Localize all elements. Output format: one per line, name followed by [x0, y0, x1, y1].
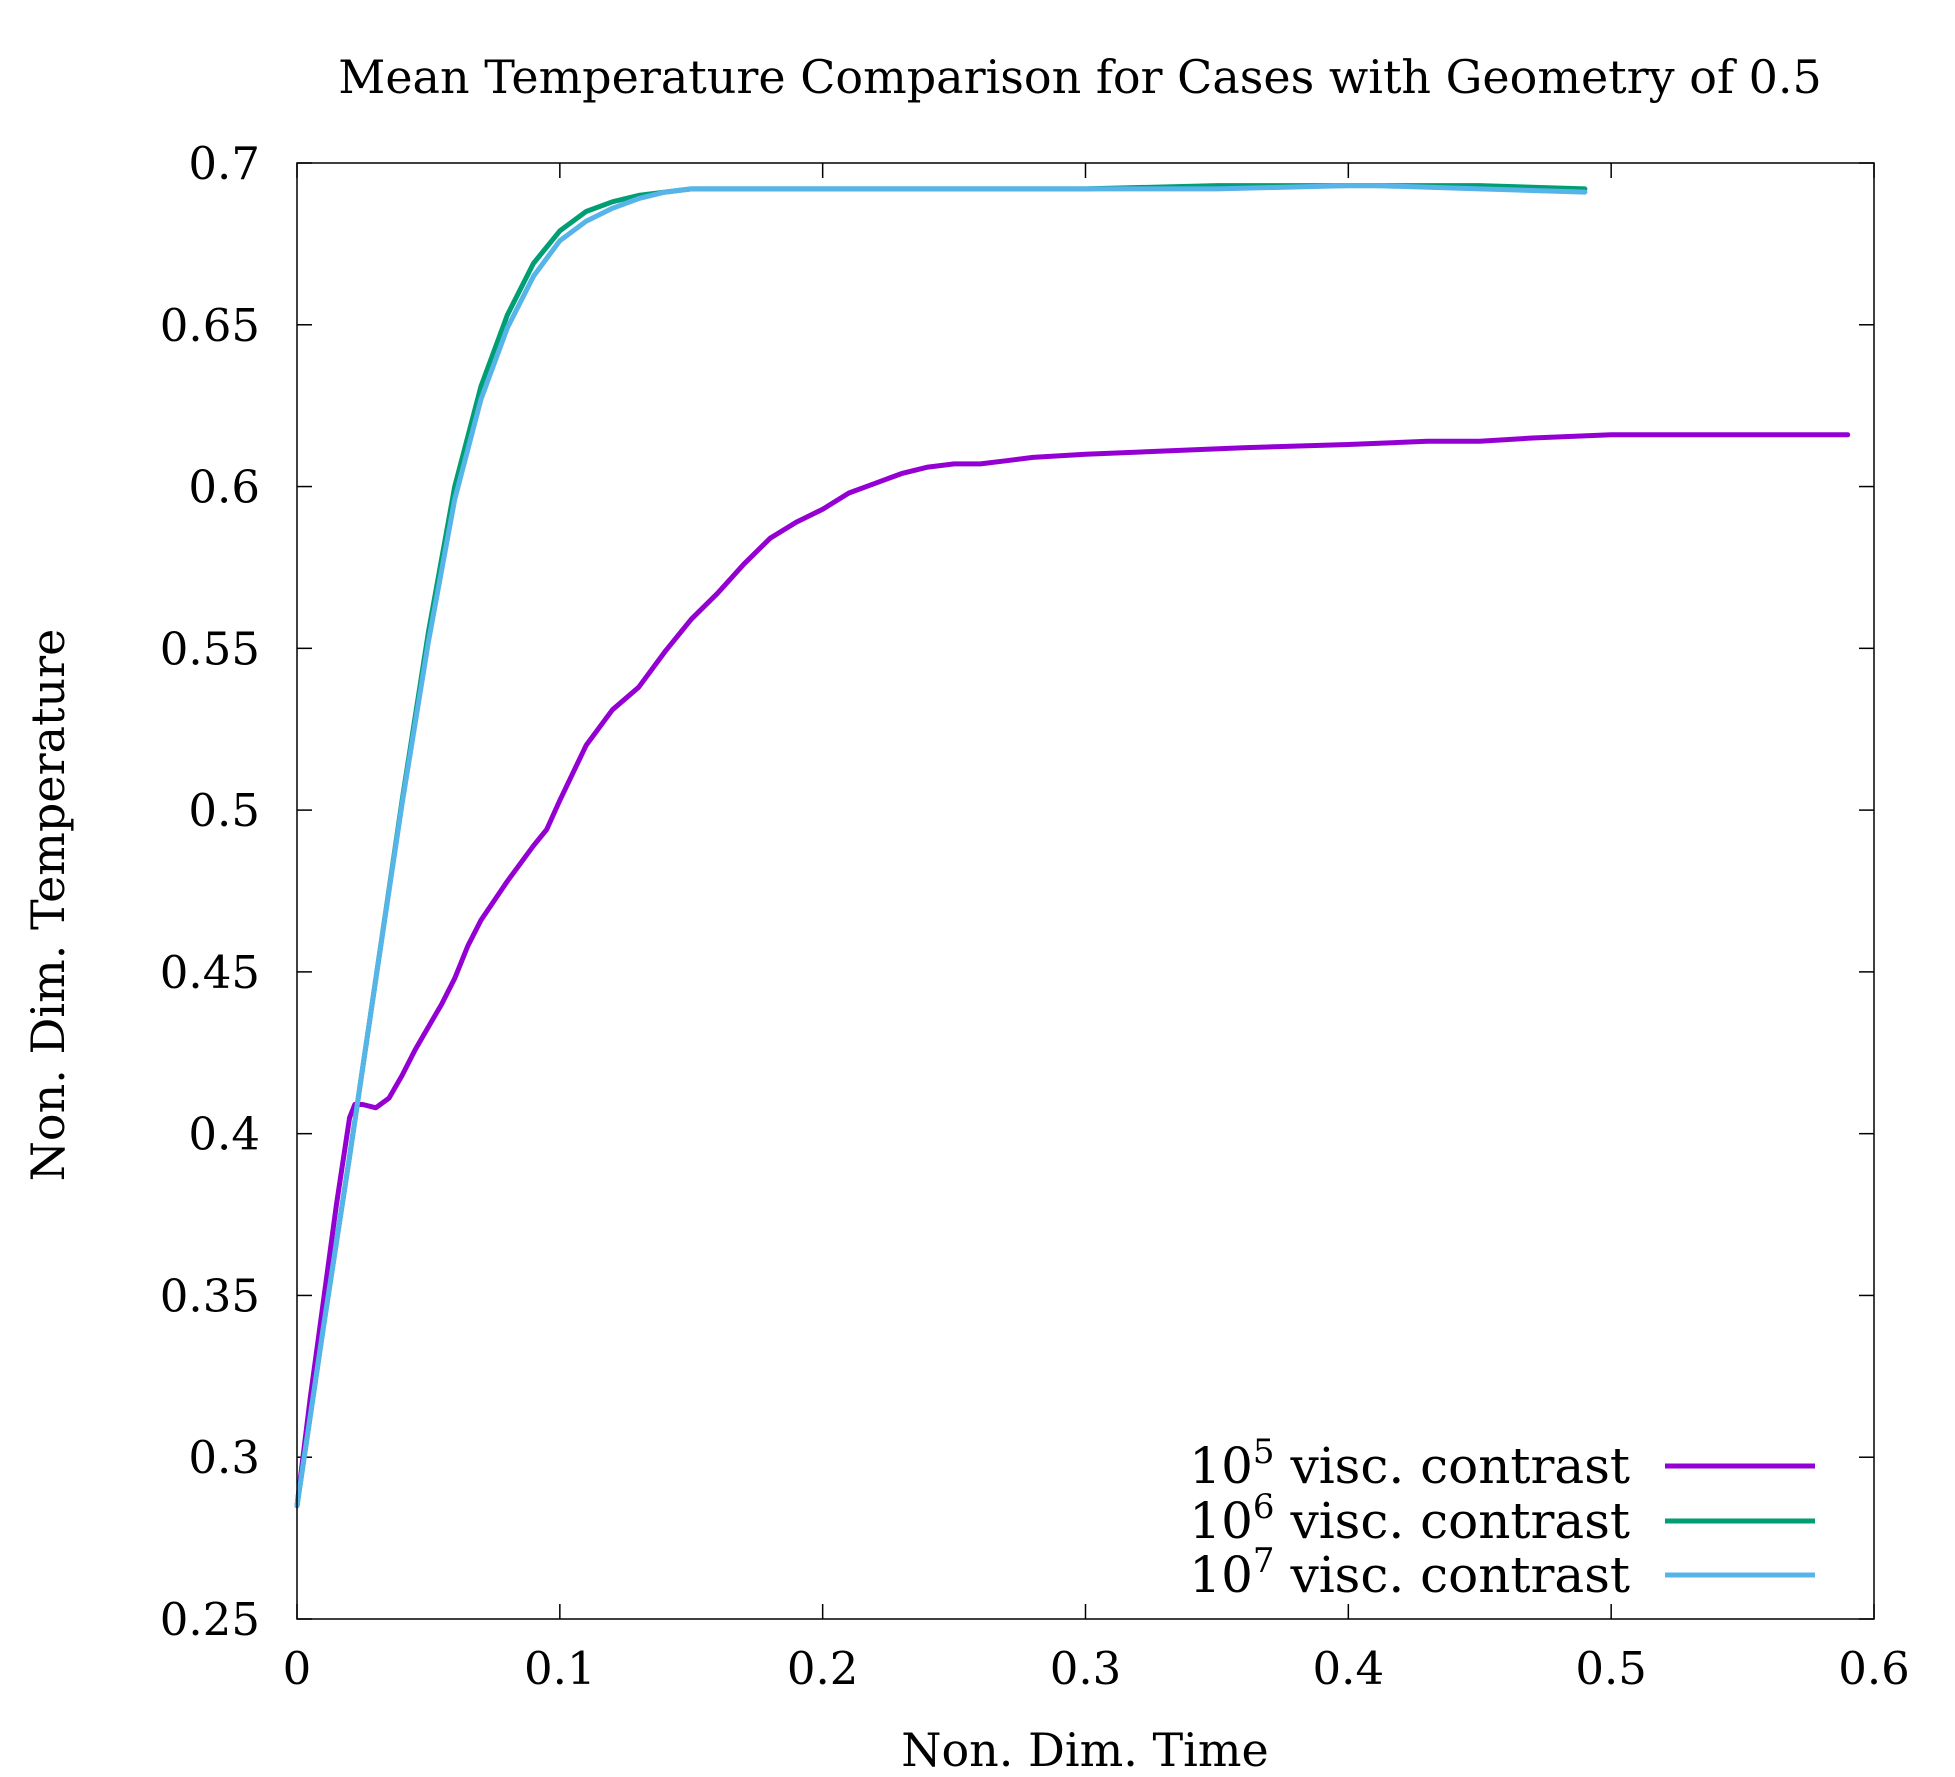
legend-label-exponent: 5 — [1253, 1432, 1275, 1472]
y-tick-labels: 0.25 0.3 0.35 0.4 0.45 0.5 0.55 0.6 0.65 0.7 — [160, 137, 260, 1646]
series-line-3 — [294, 183, 1588, 1509]
series-line-1 — [294, 432, 1851, 1509]
y-tick-label: 0.25 — [160, 1593, 260, 1646]
legend-label-base: 10 — [1189, 1492, 1253, 1550]
y-tick-label: 0.4 — [188, 1108, 260, 1161]
legend-label-text: visc. contrast — [1275, 1437, 1630, 1495]
x-tick-labels: 0 0.1 0.2 0.3 0.4 0.5 0.6 — [283, 1642, 1910, 1695]
y-tick-label: 0.35 — [160, 1269, 260, 1322]
y-tick-label: 0.7 — [188, 137, 260, 190]
tick-marks — [296, 162, 1875, 1620]
plot-area — [294, 162, 1875, 1620]
y-tick-label: 0.65 — [160, 299, 260, 352]
y-tick-label: 0.55 — [160, 622, 260, 675]
y-tick-label: 0.3 — [188, 1431, 260, 1484]
legend-label-base: 10 — [1189, 1546, 1253, 1604]
x-tick-label: 0.6 — [1838, 1642, 1910, 1695]
x-tick-label: 0.4 — [1313, 1642, 1385, 1695]
legend-label-1: 105 visc. contrast — [1189, 1432, 1630, 1495]
series-lines — [294, 183, 1851, 1509]
chart-title: Mean Temperature Comparison for Cases wi… — [338, 50, 1822, 104]
x-tick-label: 0 — [283, 1642, 312, 1695]
y-tick-label: 0.6 — [188, 461, 260, 514]
legend-label-exponent: 6 — [1253, 1487, 1275, 1527]
legend-label-text: visc. contrast — [1275, 1492, 1630, 1550]
y-tick-label: 0.5 — [188, 784, 260, 837]
x-tick-label: 0.3 — [1050, 1642, 1122, 1695]
x-tick-label: 0.1 — [524, 1642, 596, 1695]
y-tick-label: 0.45 — [160, 946, 260, 999]
series-line-2 — [294, 183, 1588, 1509]
legend-label-exponent: 7 — [1253, 1541, 1275, 1581]
y-axis-label: Non. Dim. Temperature — [21, 629, 75, 1182]
legend-label-2: 106 visc. contrast — [1189, 1487, 1630, 1550]
legend-label-text: visc. contrast — [1275, 1546, 1630, 1604]
x-axis-label: Non. Dim. Time — [901, 1723, 1269, 1777]
legend-label-3: 107 visc. contrast — [1189, 1541, 1630, 1604]
x-tick-label: 0.2 — [787, 1642, 859, 1695]
plot-frame — [296, 162, 1875, 1620]
legend-label-base: 10 — [1189, 1437, 1253, 1495]
x-tick-label: 0.5 — [1575, 1642, 1647, 1695]
